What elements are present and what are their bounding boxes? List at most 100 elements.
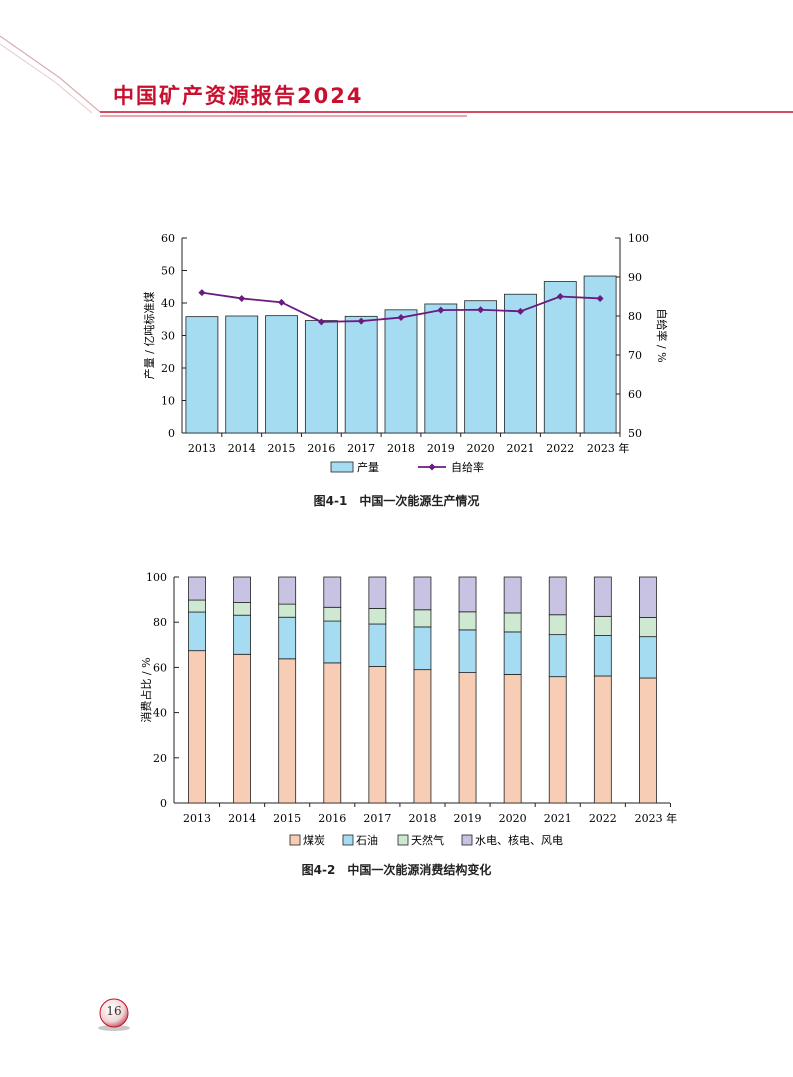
y-tick-label-right: 60 (628, 388, 642, 401)
bar-renewable-2015 (278, 576, 297, 605)
y-tick-label-left: 60 (161, 232, 175, 245)
legend-swatch-production (330, 461, 354, 473)
bar-gas-2020 (503, 612, 522, 633)
bar-renewable-2023 (639, 576, 657, 618)
bar-oil-2014 (233, 614, 251, 655)
figure-caption-2: 图4-2 中国一次能源消费结构变化 (301, 863, 492, 877)
x-tick-label-2015: 2015 (273, 812, 301, 825)
bar-production-2023 (583, 275, 617, 434)
bar-renewable-2014 (233, 576, 251, 603)
legend-label-coal: 煤炭 (303, 834, 325, 847)
x-tick-label-2019: 2019 (454, 812, 482, 825)
bar-oil-2019 (458, 629, 477, 673)
page-number-badge (98, 998, 130, 1031)
bar-oil-2022 (593, 635, 612, 677)
header-title: 中国矿产资源报告2024 (113, 84, 364, 108)
legend-swatch-gas (397, 834, 409, 846)
y-tick-label-right: 90 (628, 271, 642, 284)
point-self-sufficiency-2015 (278, 298, 286, 306)
bar-production-2013 (185, 316, 219, 434)
bar-renewable-2022 (593, 576, 612, 617)
x-tick-label-2015: 2015 (268, 442, 296, 455)
bar-gas-2013 (188, 599, 206, 613)
legend-label-self-sufficiency: 自给率 (451, 460, 484, 474)
x-tick-label-2022: 2022 (546, 442, 574, 455)
bar-oil-2018 (413, 626, 432, 671)
y-tick-label: 20 (153, 752, 167, 765)
y-tick-label-left: 50 (161, 265, 175, 278)
chart-energy-consumption: 0 20 40 60 80 100 2013 2014 2015 2016 2017 2018 2019… (139, 571, 678, 847)
legend-label-production: 产量 (357, 460, 379, 474)
y-tick-label-left: 10 (161, 395, 175, 408)
bar-production-2019 (424, 303, 458, 434)
y-tick-label-right: 100 (628, 232, 649, 245)
bar-coal-2023 (639, 677, 657, 804)
x-tick-label-2018: 2018 (408, 812, 436, 825)
point-self-sufficiency-2022 (556, 293, 564, 300)
x-tick-label-2019: 2019 (427, 442, 455, 455)
y-axis-title: 消费占比 / % (139, 657, 153, 722)
bar-gas-2023 (639, 617, 657, 638)
y-tick-label: 0 (160, 797, 167, 810)
legend-swatch-renewable (461, 834, 473, 846)
bar-renewable-2020 (503, 576, 522, 614)
y-tick-label-left: 30 (161, 330, 175, 343)
point-self-sufficiency-2020 (477, 306, 485, 314)
y-axis-title-left: 产量 / 亿吨标准煤 (142, 292, 156, 380)
bar-renewable-2013 (188, 576, 206, 601)
y-tick-label-left: 40 (161, 297, 175, 310)
bar-production-2015 (265, 315, 298, 434)
bar-coal-2019 (458, 672, 477, 804)
bar-coal-2018 (413, 669, 432, 804)
point-self-sufficiency-2023 (596, 294, 604, 302)
bar-gas-2015 (278, 603, 297, 618)
header-decoration (0, 35, 793, 117)
y-tick-label: 60 (153, 661, 167, 674)
point-self-sufficiency-2019 (437, 306, 445, 314)
y-axis-title-right: 自给率 / % (655, 308, 669, 362)
legend-swatch-marker (428, 463, 436, 471)
bar-production-2020 (464, 300, 498, 434)
bar-gas-2017 (368, 608, 387, 625)
bar-oil-2013 (188, 611, 206, 652)
point-self-sufficiency-2013 (198, 289, 206, 297)
bar-production-2018 (384, 309, 418, 434)
page-number: 16 (106, 1004, 122, 1018)
x-tick-label-2014: 2014 (228, 812, 256, 825)
x-tick-label-2017: 2017 (363, 812, 391, 825)
bar-oil-2017 (368, 623, 387, 667)
legend-label-gas: 天然气 (411, 833, 444, 847)
point-self-sufficiency-2017 (357, 317, 365, 325)
bar-renewable-2021 (548, 576, 567, 616)
bar-coal-2017 (368, 666, 387, 804)
bar-production-2014 (225, 315, 259, 434)
bar-production-2021 (504, 293, 537, 434)
bar-gas-2016 (323, 606, 342, 622)
bar-gas-2021 (548, 614, 567, 636)
bar-coal-2021 (548, 676, 567, 804)
x-tick-label-2021: 2021 (544, 812, 572, 825)
bar-renewable-2017 (368, 576, 387, 609)
bar-production-2016 (304, 320, 338, 434)
x-tick-label-2020: 2020 (499, 812, 527, 825)
bar-coal-2013 (188, 650, 206, 804)
bar-production-2017 (344, 315, 378, 434)
x-tick-label-2021: 2021 (506, 442, 534, 455)
x-tick-label-2023: 2023 年 (587, 441, 630, 455)
x-tick-label-2016: 2016 (307, 442, 335, 455)
bar-coal-2020 (503, 674, 522, 804)
bar-coal-2016 (323, 662, 342, 804)
x-tick-label-2014: 2014 (228, 442, 256, 455)
bar-production-2022 (543, 281, 577, 434)
x-tick-label-2023: 2023 年 (635, 811, 678, 825)
point-self-sufficiency-2018 (397, 314, 405, 322)
y-tick-label-right: 70 (628, 349, 642, 362)
figure-caption-1: 图4-1 中国一次能源生产情况 (313, 494, 480, 508)
y-tick-label-right: 80 (628, 310, 642, 323)
y-tick-label: 80 (153, 616, 167, 629)
bar-oil-2020 (503, 631, 522, 675)
y-tick-label: 100 (146, 571, 167, 584)
point-self-sufficiency-2016 (317, 318, 325, 326)
bar-gas-2022 (593, 615, 612, 636)
x-tick-label-2013: 2013 (183, 812, 211, 825)
